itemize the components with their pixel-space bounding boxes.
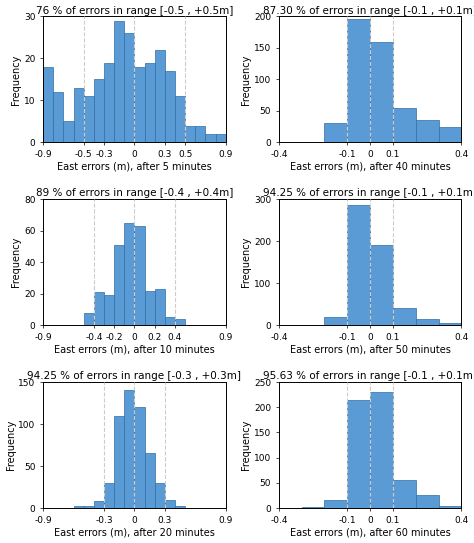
Bar — [43, 67, 54, 142]
Bar — [175, 506, 185, 508]
Bar — [347, 20, 370, 142]
Bar — [145, 291, 155, 325]
Bar — [370, 41, 393, 142]
Title: 87.30 % of errors in range [-0.1 , +0.1m]: 87.30 % of errors in range [-0.1 , +0.1m… — [263, 5, 474, 16]
Bar — [124, 223, 135, 325]
Bar — [155, 50, 165, 142]
Bar — [393, 308, 416, 325]
Bar — [325, 501, 347, 508]
Bar — [416, 319, 438, 325]
Bar — [145, 453, 155, 508]
Title: 89 % of errors in range [-0.4 , +0.4m]: 89 % of errors in range [-0.4 , +0.4m] — [36, 188, 233, 198]
Bar — [175, 319, 185, 325]
Bar — [438, 127, 461, 142]
Bar — [64, 121, 73, 142]
Y-axis label: Frequency: Frequency — [241, 54, 251, 104]
Bar — [94, 79, 104, 142]
Y-axis label: Frequency: Frequency — [6, 420, 16, 470]
Y-axis label: Frequency: Frequency — [11, 237, 21, 287]
Bar — [104, 62, 114, 142]
Bar — [393, 481, 416, 508]
Bar — [185, 125, 195, 142]
X-axis label: East errors (m), after 40 minutes: East errors (m), after 40 minutes — [290, 162, 450, 172]
Y-axis label: Frequency: Frequency — [241, 237, 251, 287]
Y-axis label: Frequency: Frequency — [11, 54, 21, 104]
Bar — [135, 226, 145, 325]
Bar — [104, 295, 114, 325]
Bar — [84, 313, 94, 325]
Bar — [416, 121, 438, 142]
X-axis label: East errors (m), after 60 minutes: East errors (m), after 60 minutes — [290, 527, 450, 538]
Bar — [347, 400, 370, 508]
Bar — [370, 392, 393, 508]
Title: 94.25 % of errors in range [-0.1 , +0.1m]: 94.25 % of errors in range [-0.1 , +0.1m… — [263, 188, 474, 198]
Bar — [370, 245, 393, 325]
Bar — [54, 92, 64, 142]
X-axis label: East errors (m), after 20 minutes: East errors (m), after 20 minutes — [54, 527, 215, 538]
Bar — [135, 407, 145, 508]
Bar — [438, 323, 461, 325]
Y-axis label: Frequency: Frequency — [241, 420, 251, 470]
Bar — [124, 390, 135, 508]
Bar — [205, 134, 216, 142]
Bar — [94, 501, 104, 508]
Bar — [135, 67, 145, 142]
Bar — [175, 96, 185, 142]
Bar — [124, 33, 135, 142]
Title: 95.63 % of errors in range [-0.1 , +0.1m]: 95.63 % of errors in range [-0.1 , +0.1m… — [263, 371, 474, 381]
X-axis label: East errors (m), after 50 minutes: East errors (m), after 50 minutes — [290, 345, 450, 355]
X-axis label: East errors (m), after 5 minutes: East errors (m), after 5 minutes — [57, 162, 212, 172]
Bar — [416, 495, 438, 508]
Bar — [347, 205, 370, 325]
Bar — [84, 96, 94, 142]
Title: 76 % of errors in range [-0.5 , +0.5m]: 76 % of errors in range [-0.5 , +0.5m] — [36, 5, 233, 16]
Title: 94.25 % of errors in range [-0.3 , +0.3m]: 94.25 % of errors in range [-0.3 , +0.3m… — [27, 371, 241, 381]
Bar — [301, 507, 325, 508]
Bar — [94, 292, 104, 325]
Bar — [165, 317, 175, 325]
Bar — [104, 483, 114, 508]
Bar — [73, 88, 84, 142]
Bar — [195, 125, 205, 142]
Bar — [114, 21, 124, 142]
Bar — [84, 506, 94, 508]
Bar — [393, 108, 416, 142]
Bar — [165, 500, 175, 508]
Bar — [438, 506, 461, 508]
Bar — [325, 123, 347, 142]
Bar — [145, 62, 155, 142]
Bar — [216, 134, 226, 142]
Bar — [114, 245, 124, 325]
Bar — [73, 507, 84, 508]
X-axis label: East errors (m), after 10 minutes: East errors (m), after 10 minutes — [54, 345, 215, 355]
Bar — [155, 289, 165, 325]
Bar — [165, 71, 175, 142]
Bar — [325, 317, 347, 325]
Bar — [155, 483, 165, 508]
Bar — [114, 415, 124, 508]
